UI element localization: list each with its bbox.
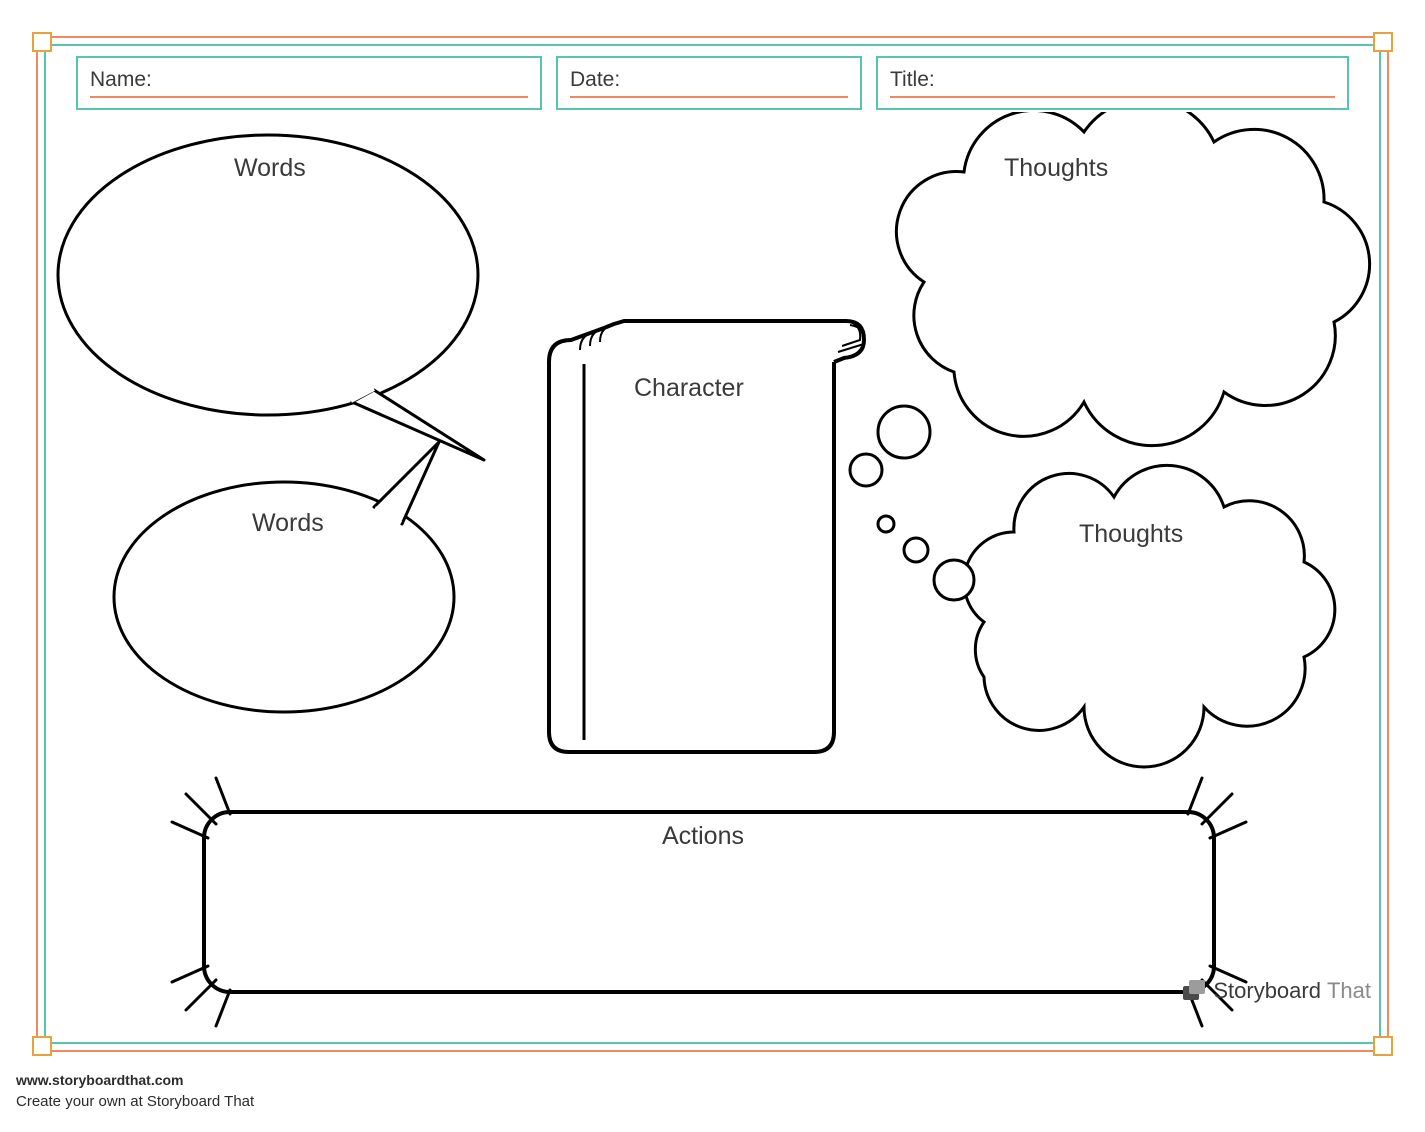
shapes-svg — [44, 112, 1381, 1044]
title-field[interactable]: Title: — [876, 56, 1349, 110]
worksheet-page: Name: Date: Title: — [14, 14, 1411, 1074]
character-label: Character — [634, 374, 744, 403]
thoughts-top-label: Thoughts — [1004, 154, 1108, 183]
name-label: Name: — [90, 68, 528, 92]
title-label: Title: — [890, 68, 1335, 92]
worksheet-canvas: Words Words Character Thoughts Thoughts … — [44, 112, 1381, 1044]
name-line — [90, 96, 528, 98]
date-label: Date: — [570, 68, 848, 92]
speech-bubble-bottom — [114, 442, 454, 712]
words-top-label: Words — [234, 154, 306, 183]
date-line — [570, 96, 848, 98]
date-field[interactable]: Date: — [556, 56, 862, 110]
storyboard-brand: StoryboardThat — [1181, 978, 1371, 1004]
thought-cloud-top — [850, 112, 1370, 486]
words-bottom-label: Words — [252, 509, 324, 538]
brand-icon — [1181, 980, 1207, 1002]
brand-light: That — [1327, 978, 1371, 1004]
footer-url: www.storyboardthat.com — [16, 1072, 184, 1088]
thought-cloud-bottom — [878, 465, 1335, 767]
footer-tagline: Create your own at Storyboard That — [16, 1093, 254, 1110]
actions-box — [172, 778, 1246, 1026]
corner-decor — [32, 32, 52, 52]
brand-strong: Storyboard — [1213, 978, 1321, 1004]
header-fields: Name: Date: Title: — [76, 56, 1349, 110]
actions-label: Actions — [662, 822, 744, 851]
thoughts-bottom-label: Thoughts — [1079, 520, 1183, 549]
corner-decor — [1373, 32, 1393, 52]
speech-bubble-top — [58, 135, 484, 460]
name-field[interactable]: Name: — [76, 56, 542, 110]
title-line — [890, 96, 1335, 98]
